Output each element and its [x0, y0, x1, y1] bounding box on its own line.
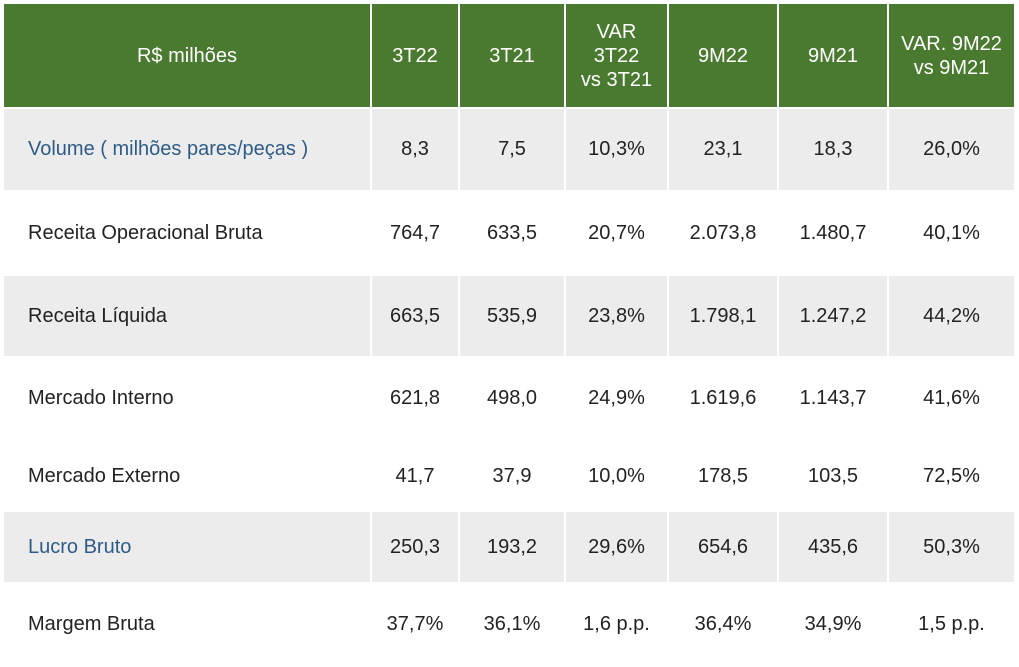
cell-var-9m: 1,5 p.p.: [888, 582, 1014, 666]
header-label: R$ milhões: [4, 4, 372, 108]
cell-3t21: 535,9: [459, 276, 566, 356]
cell-3t21: 633,5: [459, 190, 566, 276]
row-label: Mercado Externo: [4, 440, 372, 512]
cell-9m21: 34,9%: [778, 582, 889, 666]
table-row-mercado-interno: Mercado Interno 621,8 498,0 24,9% 1.619,…: [4, 356, 1014, 440]
cell-var-9m: 44,2%: [888, 276, 1014, 356]
row-label: Receita Operacional Bruta: [4, 190, 372, 276]
cell-9m22: 1.619,6: [668, 356, 779, 440]
cell-3t21: 37,9: [459, 440, 566, 512]
cell-var-3t: 29,6%: [565, 512, 669, 582]
cell-9m22: 2.073,8: [668, 190, 779, 276]
cell-3t21: 498,0: [459, 356, 566, 440]
cell-9m21: 1.480,7: [778, 190, 889, 276]
row-label: Volume ( milhões pares/peças ): [4, 107, 372, 190]
header-9m22: 9M22: [668, 4, 779, 108]
cell-var-3t: 1,6 p.p.: [565, 582, 669, 666]
header-9m21: 9M21: [778, 4, 889, 108]
cell-var-9m: 41,6%: [888, 356, 1014, 440]
cell-9m22: 1.798,1: [668, 276, 779, 356]
cell-3t22: 663,5: [371, 276, 460, 356]
cell-var-9m: 26,0%: [888, 107, 1014, 190]
table-row-volume: Volume ( milhões pares/peças ) 8,3 7,5 1…: [4, 107, 1014, 190]
row-label: Receita Líquida: [4, 276, 372, 356]
table-row-mercado-externo: Mercado Externo 41,7 37,9 10,0% 178,5 10…: [4, 440, 1014, 512]
cell-var-3t: 23,8%: [565, 276, 669, 356]
cell-9m22: 654,6: [668, 512, 779, 582]
cell-3t21: 193,2: [459, 512, 566, 582]
table-row-margem-bruta: Margem Bruta 37,7% 36,1% 1,6 p.p. 36,4% …: [4, 582, 1014, 666]
cell-3t22: 621,8: [371, 356, 460, 440]
cell-9m22: 23,1: [668, 107, 779, 190]
cell-var-3t: 10,3%: [565, 107, 669, 190]
cell-9m22: 178,5: [668, 440, 779, 512]
table-header-row: R$ milhões 3T22 3T21 VAR 3T22 vs 3T21 9M…: [4, 4, 1014, 108]
financial-table: R$ milhões 3T22 3T21 VAR 3T22 vs 3T21 9M…: [4, 4, 1014, 666]
cell-3t22: 37,7%: [371, 582, 460, 666]
cell-var-9m: 40,1%: [888, 190, 1014, 276]
cell-var-9m: 72,5%: [888, 440, 1014, 512]
cell-var-3t: 24,9%: [565, 356, 669, 440]
row-label: Mercado Interno: [4, 356, 372, 440]
table-row-receita-liquida: Receita Líquida 663,5 535,9 23,8% 1.798,…: [4, 276, 1014, 356]
cell-9m21: 103,5: [778, 440, 889, 512]
header-3t21: 3T21: [459, 4, 566, 108]
cell-3t22: 8,3: [371, 107, 460, 190]
cell-9m21: 1.143,7: [778, 356, 889, 440]
cell-var-3t: 20,7%: [565, 190, 669, 276]
cell-9m22: 36,4%: [668, 582, 779, 666]
cell-9m21: 18,3: [778, 107, 889, 190]
row-label: Lucro Bruto: [4, 512, 372, 582]
cell-var-9m: 50,3%: [888, 512, 1014, 582]
header-3t22: 3T22: [371, 4, 460, 108]
cell-3t21: 36,1%: [459, 582, 566, 666]
cell-3t22: 764,7: [371, 190, 460, 276]
row-label: Margem Bruta: [4, 582, 372, 666]
table-row-receita-operacional-bruta: Receita Operacional Bruta 764,7 633,5 20…: [4, 190, 1014, 276]
cell-3t22: 41,7: [371, 440, 460, 512]
cell-9m21: 1.247,2: [778, 276, 889, 356]
cell-3t21: 7,5: [459, 107, 566, 190]
financial-table-container: R$ milhões 3T22 3T21 VAR 3T22 vs 3T21 9M…: [4, 4, 1014, 666]
header-var-9m22-vs-9m21: VAR. 9M22 vs 9M21: [888, 4, 1014, 108]
table-row-lucro-bruto: Lucro Bruto 250,3 193,2 29,6% 654,6 435,…: [4, 512, 1014, 582]
cell-var-3t: 10,0%: [565, 440, 669, 512]
header-var-3t22-vs-3t21: VAR 3T22 vs 3T21: [565, 4, 669, 108]
cell-9m21: 435,6: [778, 512, 889, 582]
cell-3t22: 250,3: [371, 512, 460, 582]
